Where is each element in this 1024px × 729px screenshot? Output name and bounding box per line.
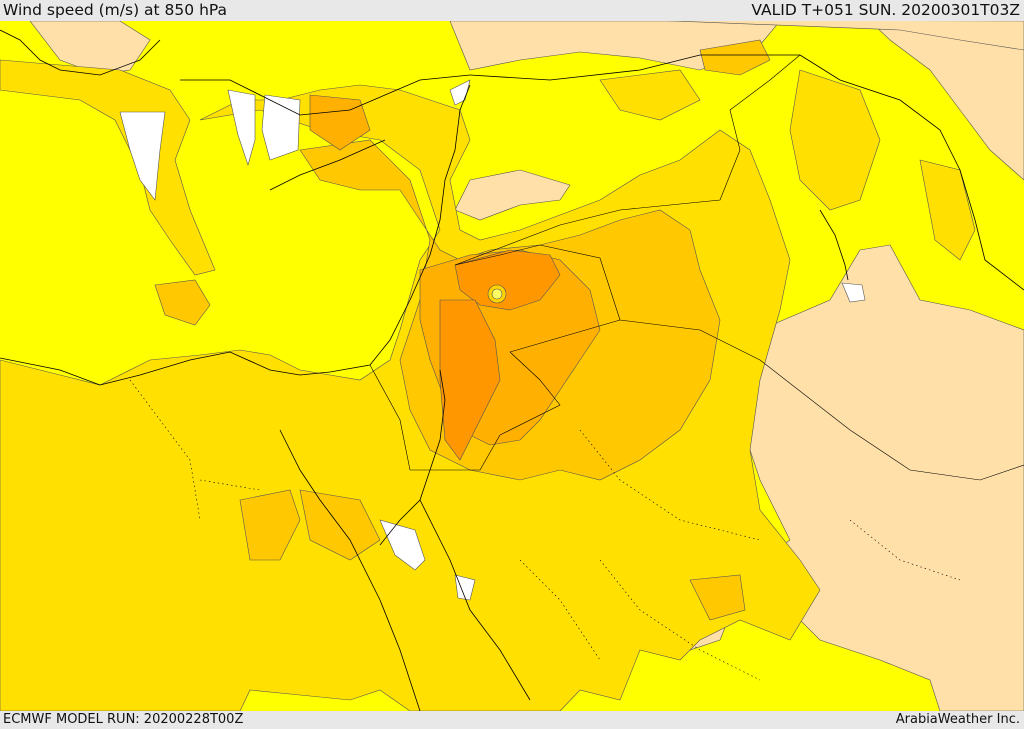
credit-label: ArabiaWeather Inc. — [895, 712, 1020, 727]
map-title: Wind speed (m/s) at 850 hPa — [3, 1, 228, 19]
internal-boundaries — [129, 379, 961, 681]
model-run-label: ECMWF MODEL RUN: 20200228T00Z — [3, 712, 244, 727]
header-bar: Wind speed (m/s) at 850 hPa VALID T+051 … — [0, 0, 1024, 21]
wind-peak-core — [487, 284, 507, 304]
borders — [369, 54, 1024, 481]
wind-band-calm — [119, 79, 866, 601]
wind-band-storm — [439, 249, 561, 461]
wind-speed-map — [0, 21, 1024, 711]
valid-time-label: VALID T+051 SUN. 20200301T03Z — [751, 1, 1020, 19]
footer-bar: ECMWF MODEL RUN: 20200228T00Z ArabiaWeat… — [0, 711, 1024, 729]
